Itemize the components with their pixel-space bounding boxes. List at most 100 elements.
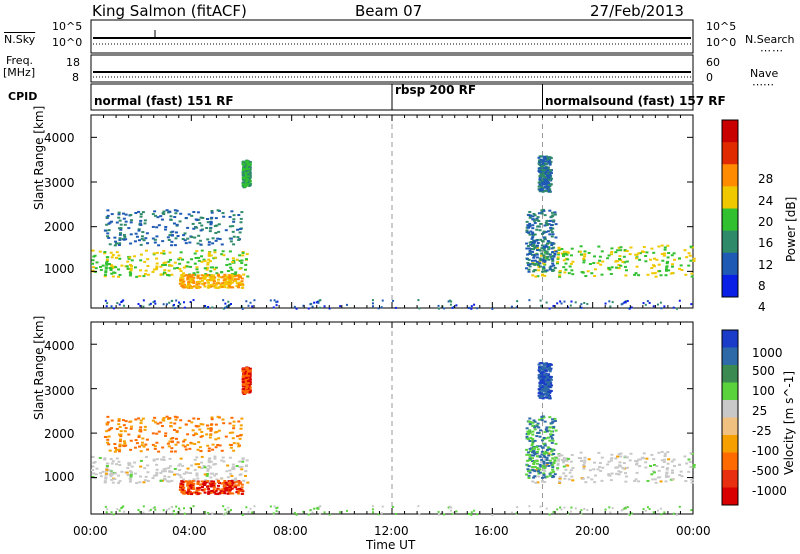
power-echo-cell xyxy=(236,236,240,239)
power-echo-cell xyxy=(551,259,555,262)
velocity-echo-cell xyxy=(637,480,641,483)
power-echo-cell xyxy=(241,183,245,186)
power-clutter-cell xyxy=(417,299,420,302)
velocity-echo-cell xyxy=(549,389,553,392)
velocity-echo-cell xyxy=(210,485,214,488)
power-echo-cell xyxy=(548,174,552,177)
velocity-echo-cell xyxy=(151,443,155,446)
power-echo-cell xyxy=(533,269,537,272)
velocity-clutter-cell xyxy=(142,511,145,514)
power-clutter-cell xyxy=(313,301,316,304)
velocity-echo-cell xyxy=(101,470,105,473)
vel-cbar-tick-1000: 1000 xyxy=(752,346,783,360)
velocity-clutter-cell xyxy=(313,507,316,510)
velocity-echo-cell xyxy=(169,437,173,440)
velocity-echo-cell xyxy=(191,480,195,483)
velocity-echo-cell xyxy=(196,448,200,451)
velocity-echo-cell xyxy=(551,418,555,421)
velocity-echo-cell xyxy=(593,461,597,464)
power-echo-cell xyxy=(547,246,551,249)
power-echo-cell xyxy=(208,230,212,233)
power-echo-cell xyxy=(213,268,217,271)
velocity-echo-cell xyxy=(159,421,163,424)
velocity-echo-cell xyxy=(155,468,159,471)
power-echo-cell xyxy=(558,269,562,272)
velocity-clutter-cell xyxy=(540,510,543,513)
power-echo-cell xyxy=(219,283,223,286)
velocity-echo-cell xyxy=(170,447,174,450)
power-echo-cell xyxy=(186,261,190,264)
power-echo-cell xyxy=(160,252,164,255)
power-echo-cell xyxy=(243,268,247,271)
power-echo-cell xyxy=(545,245,549,248)
velocity-echo-cell xyxy=(204,479,208,482)
velocity-echo-cell xyxy=(113,478,117,481)
velocity-echo-cell xyxy=(135,481,139,484)
velocity-echo-cell xyxy=(242,387,246,390)
velocity-echo-cell xyxy=(152,458,156,461)
power-echo-cell xyxy=(653,257,657,260)
power-clutter-cell xyxy=(227,300,230,303)
power-echo-cell xyxy=(122,238,126,241)
velocity-echo-cell xyxy=(671,471,675,474)
power-echo-cell xyxy=(248,174,252,177)
velocity-echo-cell xyxy=(536,481,540,484)
power-clutter-cell xyxy=(183,306,186,309)
power-colorbar-segment xyxy=(722,274,738,298)
velocity-echo-cell xyxy=(242,479,246,482)
power-echo-cell xyxy=(117,254,121,257)
power-echo-cell xyxy=(610,247,614,250)
velocity-echo-cell xyxy=(592,468,596,471)
velocity-echo-cell xyxy=(226,476,230,479)
velocity-echo-cell xyxy=(208,436,212,439)
power-echo-cell xyxy=(659,274,663,277)
vel-cbar-tick-m500: -500 xyxy=(752,464,780,478)
velocity-echo-cell xyxy=(689,465,693,468)
velocity-echo-cell xyxy=(548,363,552,366)
velocity-echo-cell xyxy=(606,463,610,466)
velocity-clutter-cell xyxy=(148,509,151,512)
power-echo-cell xyxy=(531,224,535,227)
velocity-echo-cell xyxy=(545,475,549,478)
power-echo-cell xyxy=(546,180,550,183)
power-echo-cell xyxy=(538,262,542,265)
power-echo-cell xyxy=(196,211,200,214)
velocity-echo-cell xyxy=(542,380,546,383)
power-echo-cell xyxy=(191,222,195,225)
power-echo-cell xyxy=(667,269,671,272)
power-echo-cell xyxy=(139,243,143,246)
power-echo-cell xyxy=(528,222,532,225)
velocity-echo-cell xyxy=(579,459,583,462)
velocity-clutter-cell xyxy=(574,507,577,510)
velocity-echo-cell xyxy=(198,492,202,495)
velocity-echo-cell xyxy=(544,377,548,380)
power-echo-cell xyxy=(533,233,537,236)
power-echo-cell xyxy=(124,213,128,216)
power-echo-cell xyxy=(104,266,108,269)
velocity-echo-cell xyxy=(222,490,226,493)
velocity-echo-cell xyxy=(178,474,182,477)
power-echo-cell xyxy=(564,262,568,265)
velocity-echo-cell xyxy=(142,481,146,484)
power-echo-cell xyxy=(245,183,249,186)
power-echo-cell xyxy=(228,250,232,253)
power-echo-cell xyxy=(239,221,243,224)
power-echo-cell xyxy=(192,281,196,284)
velocity-echo-cell xyxy=(222,460,226,463)
velocity-echo-cell xyxy=(671,469,675,472)
power-echo-cell xyxy=(189,277,193,280)
power-echo-cell xyxy=(642,250,646,253)
power-echo-cell xyxy=(177,258,181,261)
power-echo-cell xyxy=(155,262,159,265)
velocity-echo-cell xyxy=(170,479,174,482)
velocity-echo-cell xyxy=(109,458,113,461)
power-echo-cell xyxy=(157,224,161,227)
velocity-echo-cell xyxy=(537,418,541,421)
power-echo-cell xyxy=(161,264,165,267)
power-echo-cell xyxy=(197,234,201,237)
velocity-echo-cell xyxy=(547,383,551,386)
power-echo-cell xyxy=(108,243,112,246)
velocity-echo-cell xyxy=(229,472,233,475)
freq-label-1: Freq. xyxy=(6,54,34,67)
velocity-echo-cell xyxy=(95,467,99,470)
